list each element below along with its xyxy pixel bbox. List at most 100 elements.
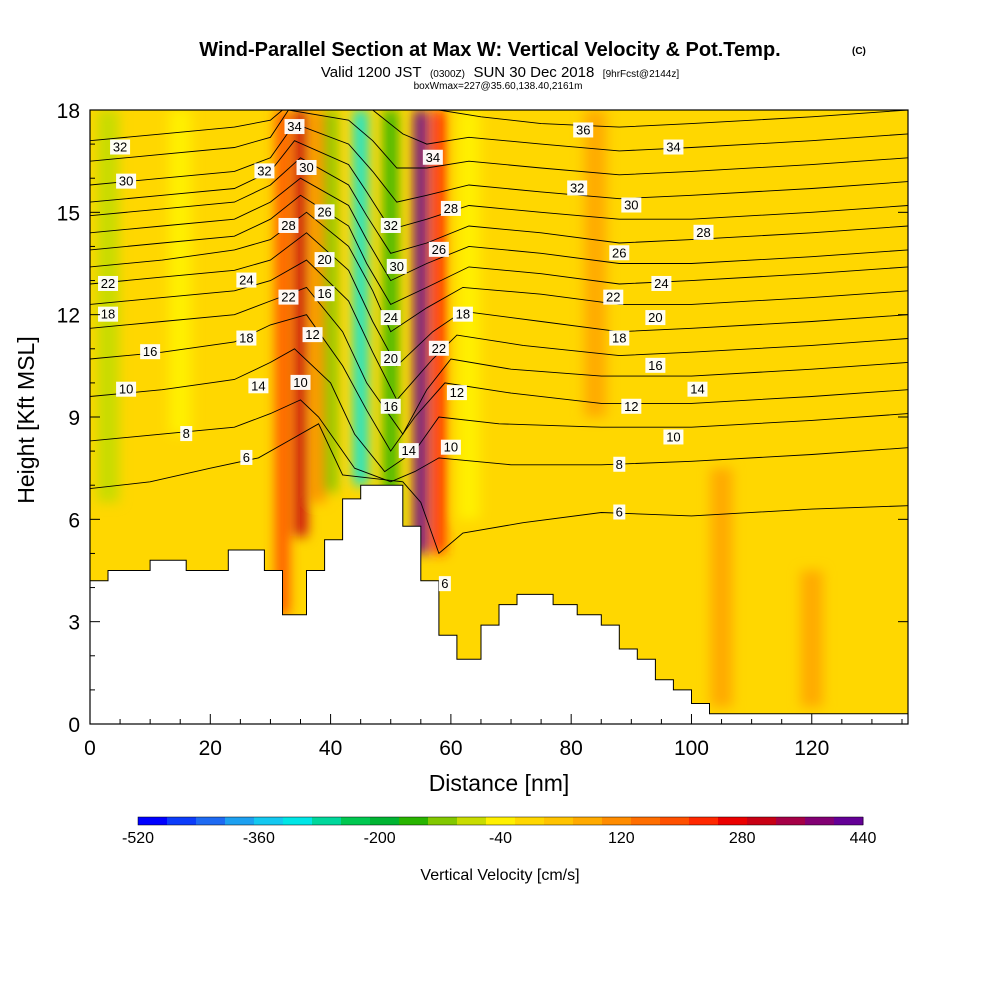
contour-label-bg [314,204,335,220]
contour-label-8: 8 [183,426,190,441]
contour-label-10: 10 [119,382,133,397]
contour-label-6: 6 [243,450,250,465]
contour-label-18: 18 [456,307,470,322]
contour-label-24: 24 [239,273,253,288]
theta-contour-34b [372,110,908,152]
contour-label-bg [428,241,449,257]
theta-contour-30 [90,123,908,203]
contour-label-bg [603,289,624,305]
theta-contour-26 [90,157,908,254]
contour-label-bg [302,327,323,343]
contour-label-20: 20 [317,252,331,267]
contour-label-bg [116,381,137,397]
theta-contour-6 [90,423,908,555]
colorbar-swatch [660,817,690,825]
velocity-band-11 [584,110,607,417]
velocity-band-6 [354,110,368,486]
valid-fcst: [9hrFcst@2144z] [603,69,680,80]
contour-label-bg [613,504,626,520]
contour-label-32: 32 [570,180,584,195]
contour-label-18: 18 [612,331,626,346]
contour-label-bg [621,197,642,213]
contour-label-bg [386,258,407,274]
contour-label-28: 28 [696,225,710,240]
colorbar-tick-label: 440 [850,830,877,847]
contour-label-bg [140,344,161,360]
chart-title: Wind-Parallel Section at Max W: Vertical… [199,39,780,61]
contour-labels: 6 6 6 8 8 10 10 10 10 12 12 12 14 14 14 16 16 16 16 18 18 18 1… [98,119,714,592]
contour-label-16: 16 [648,358,662,373]
theta-contour-8 [90,399,908,483]
contour-label-bg [98,306,119,322]
valid-z: (0300Z) [430,69,465,80]
colorbar-tick-label: 280 [729,830,756,847]
title-mark: (C) [852,46,866,57]
contour-label-bg [573,122,594,138]
contour-label-bg [438,576,451,592]
contour-label-bg [693,224,714,240]
contour-label-24: 24 [654,276,668,291]
velocity-band-13 [800,570,823,707]
contour-label-32: 32 [384,218,398,233]
contour-label-bg [422,149,443,165]
colorbar-swatch [196,817,226,825]
velocity-field [97,110,823,707]
velocity-band-8 [414,110,428,554]
contour-label-12: 12 [305,327,319,342]
x-tick-label: 100 [674,737,709,760]
contour-label-bg [278,217,299,233]
y-axis-label: Height [Kft MSL] [13,336,39,503]
contour-label-bg [314,252,335,268]
valid-prefix: Valid 1200 JST [321,64,422,81]
contour-label-28: 28 [444,201,458,216]
contour-label-22: 22 [281,290,295,305]
contour-label-32: 32 [257,163,271,178]
contour-label-bg [567,180,588,196]
contour-label-bg [440,439,461,455]
contour-label-26: 26 [432,242,446,257]
theta-contour-10 [90,348,908,473]
colorbar-swatch [428,817,458,825]
colorbar-swatch [776,817,806,825]
contour-label-bg [284,119,305,135]
contour-label-bg [380,310,401,326]
contour-label-bg [278,289,299,305]
contour-label-22: 22 [101,276,115,291]
contour-label-bg [645,357,666,373]
y-tick-label: 9 [68,407,80,430]
colorbar-swatch [225,817,255,825]
colorbar-swatch [312,817,342,825]
contour-label-18: 18 [239,331,253,346]
contour-label-bg [645,310,666,326]
contour-label-34: 34 [287,119,301,134]
contour-label-bg [398,443,419,459]
contour-label-bg [452,306,473,322]
contour-label-bg [440,200,461,216]
colorbar-swatch [718,817,748,825]
y-tick-label: 0 [68,714,80,737]
contour-label-22: 22 [606,290,620,305]
contour-label-10: 10 [444,440,458,455]
contour-label-16: 16 [143,344,157,359]
colorbar-swatch [544,817,574,825]
velocity-band-1 [169,110,192,435]
colorbar-tick-label: -200 [364,830,396,847]
colorbar-tick-label: -520 [122,830,154,847]
contour-label-bg [663,429,684,445]
theta-contour-14 [90,286,908,435]
contour-label-bg [380,398,401,414]
contour-label-bg [428,340,449,356]
contour-label-bg [609,330,630,346]
x-axis-label: Distance [nm] [429,770,570,796]
contour-label-12: 12 [450,385,464,400]
contour-label-14: 14 [402,443,416,458]
colorbar-swatch [834,817,864,825]
contour-label-30: 30 [390,259,404,274]
theta-contour-34 [90,110,283,142]
contour-label-22: 22 [432,341,446,356]
contour-label-bg [687,381,708,397]
velocity-band-0 [97,110,120,503]
colorbar-swatch [515,817,545,825]
